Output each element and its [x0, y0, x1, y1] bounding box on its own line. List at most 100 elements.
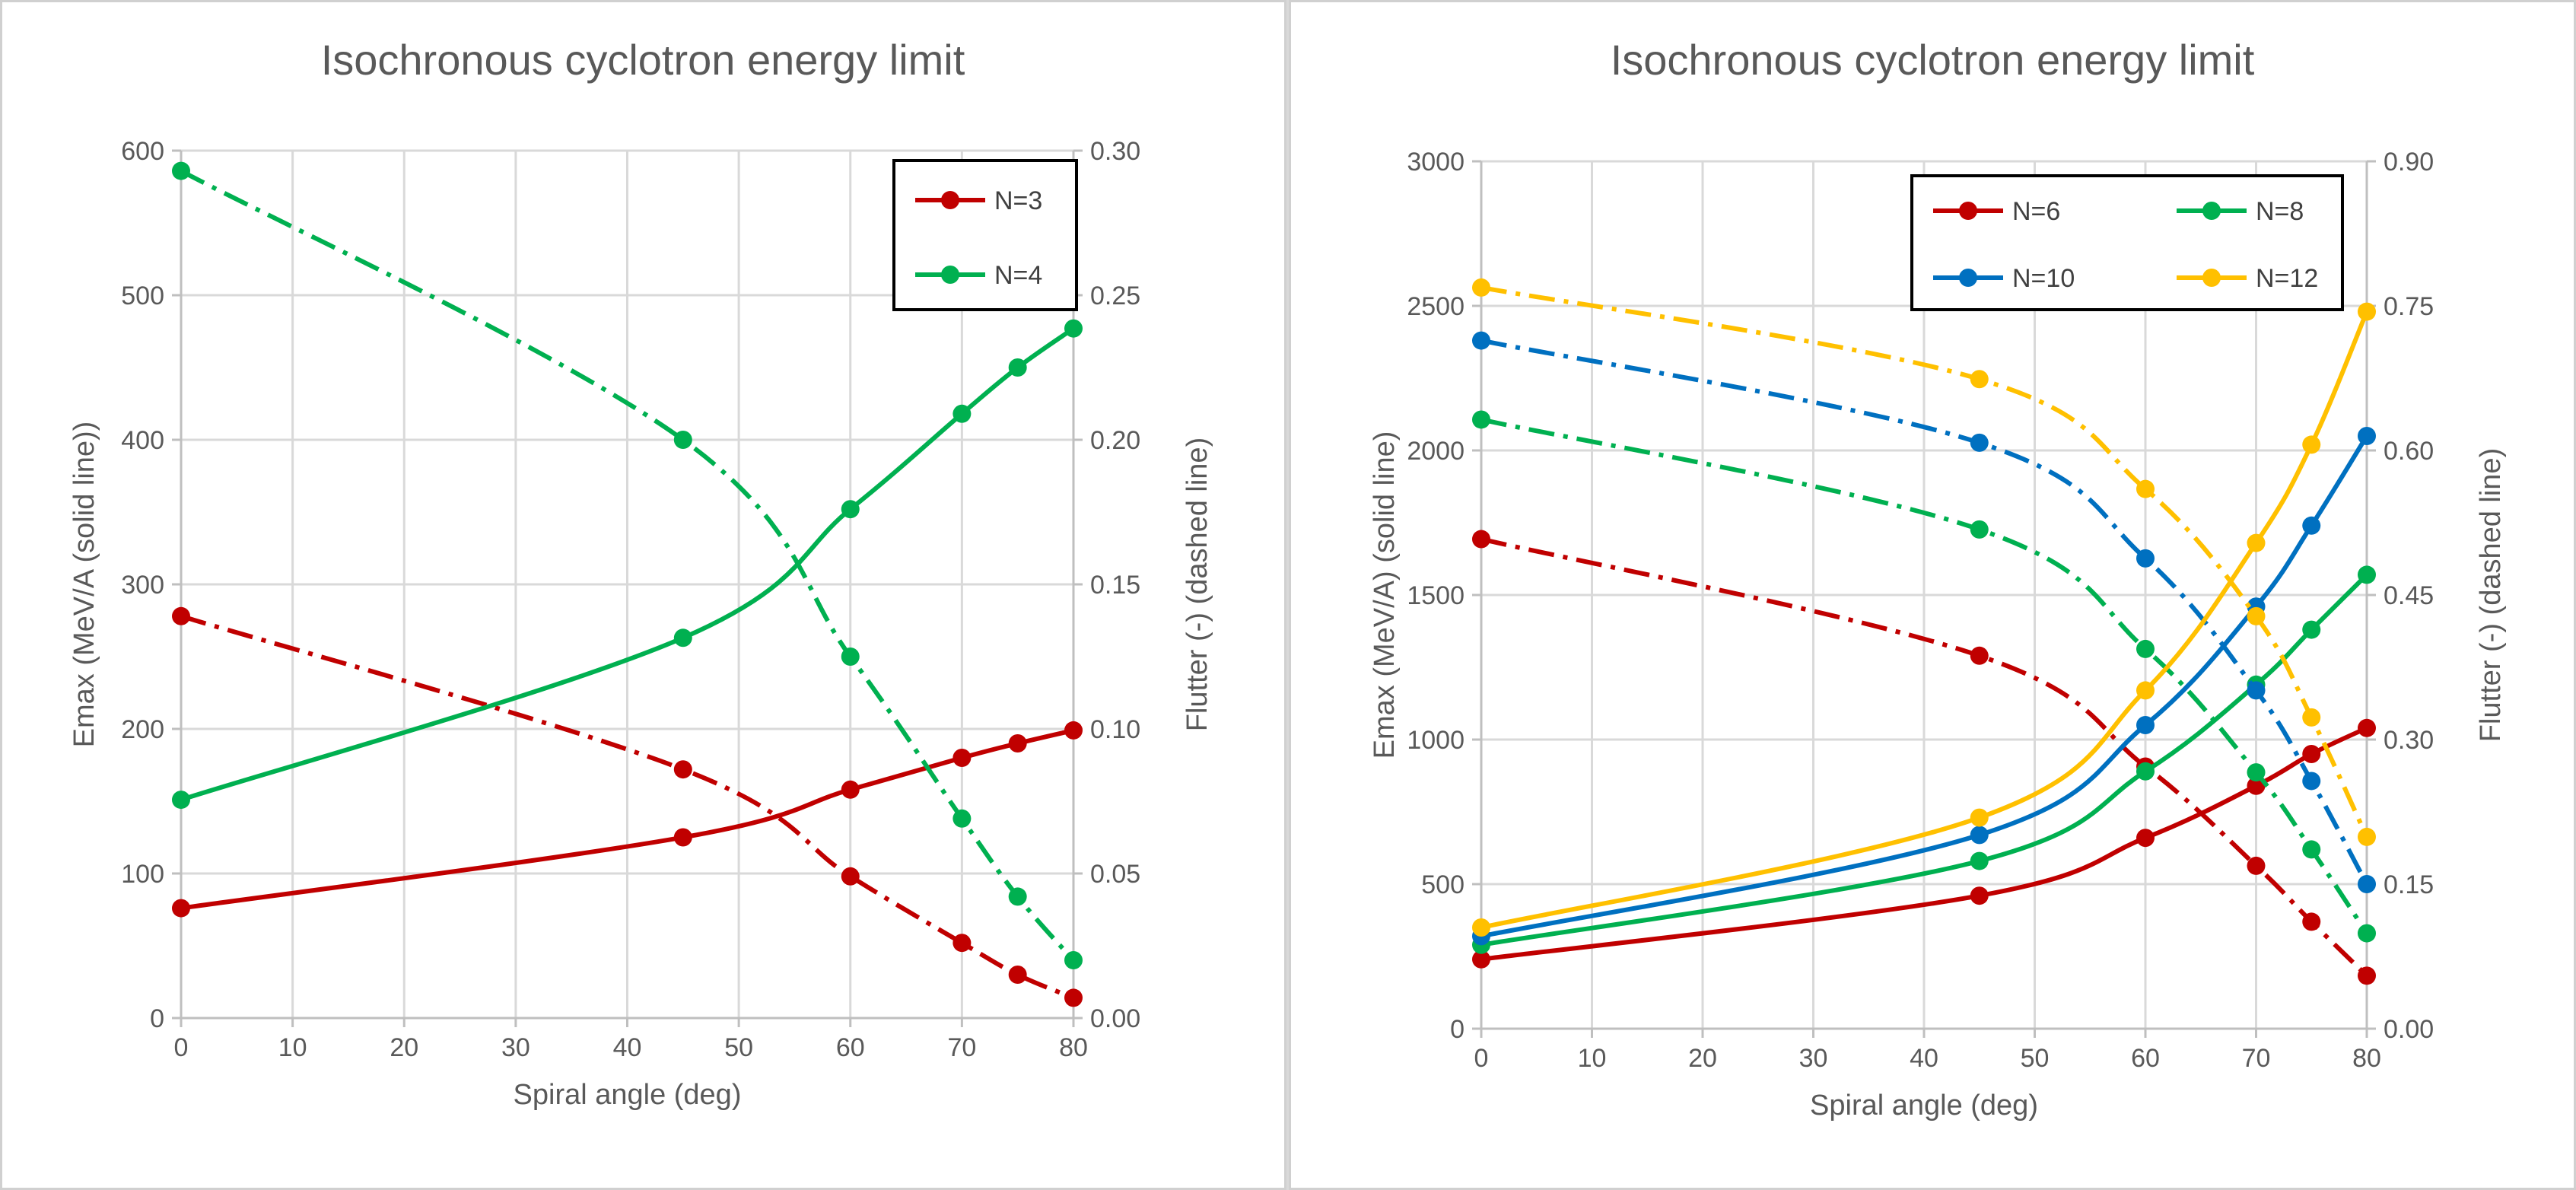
data-point-emax — [172, 791, 190, 810]
chart-panel-left: Isochronous cyclotron energy limit 0 10 20 3… — [0, 0, 1286, 1190]
y-tick-label: 1500 — [1407, 581, 1465, 610]
data-point-emax — [1472, 918, 1490, 937]
data-point-flutter — [2302, 840, 2321, 859]
data-point-flutter — [1008, 887, 1027, 906]
data-point-emax — [2302, 516, 2321, 535]
chart-left: Isochronous cyclotron energy limit 0 10 20 3… — [68, 36, 1213, 1111]
legend-label: N=12 — [2256, 264, 2318, 293]
data-point-flutter — [1472, 331, 1490, 350]
data-point-flutter — [2247, 681, 2266, 700]
data-point-flutter — [2358, 827, 2376, 846]
data-point-flutter — [841, 648, 860, 666]
data-point-flutter — [1970, 433, 1989, 452]
legend-label: N=6 — [2012, 197, 2060, 226]
series-line-flutter — [180, 168, 1076, 962]
y2-tick-label: 0.45 — [2384, 581, 2434, 610]
x-tick-label: 0 — [1474, 1044, 1489, 1073]
data-point-flutter — [2302, 708, 2321, 727]
data-point-emax — [1970, 886, 1989, 905]
y2-tick-label: 0.10 — [1090, 715, 1140, 744]
legend-label: N=4 — [994, 261, 1042, 290]
data-point-emax — [1970, 851, 1989, 870]
data-point-flutter — [2302, 912, 2321, 931]
data-point-emax — [2302, 620, 2321, 639]
y-tick-label: 500 — [121, 282, 164, 310]
legend-box — [1910, 174, 2344, 311]
data-point-flutter — [2302, 772, 2321, 791]
y2-tick-label: 0.75 — [2384, 292, 2434, 321]
y-tick-label: 300 — [121, 571, 164, 600]
y2-tick-label: 0.20 — [1090, 426, 1140, 455]
chart-panel-right: Isochronous cyclotron energy limit 0 10 20 3… — [1289, 0, 2576, 1190]
data-point-flutter — [1008, 966, 1027, 984]
data-point-flutter — [2247, 856, 2266, 875]
x-tick-label: 50 — [724, 1033, 753, 1062]
data-point-flutter — [2358, 966, 2376, 985]
legend-marker — [941, 266, 959, 284]
y-tick-label: 2000 — [1407, 437, 1465, 466]
data-point-flutter — [1064, 988, 1083, 1007]
y-axis-title: Emax (MeV/A (solid line)) — [68, 422, 100, 748]
x-tick-label: 30 — [501, 1033, 530, 1062]
data-point-emax — [2302, 745, 2321, 763]
legend-marker — [2202, 269, 2221, 287]
data-point-flutter — [2358, 875, 2376, 893]
x-axis-title: Spiral angle (deg) — [1810, 1090, 2038, 1122]
x-tick-label: 70 — [947, 1033, 976, 1062]
y2-tick-label: 0.25 — [1090, 282, 1140, 310]
data-point-emax — [1064, 721, 1083, 740]
y2-tick-label: 0.05 — [1090, 860, 1140, 889]
data-point-emax — [1008, 734, 1027, 752]
y-tick-label: 200 — [121, 715, 164, 744]
legend-label: N=8 — [2256, 197, 2304, 226]
data-point-flutter — [1472, 278, 1490, 297]
data-point-flutter — [2358, 924, 2376, 943]
data-point-emax — [841, 500, 860, 519]
data-point-emax — [172, 899, 190, 918]
legend-marker — [2202, 202, 2221, 220]
y2-tick-label: 0.00 — [1090, 1004, 1140, 1033]
data-point-emax — [2302, 435, 2321, 454]
y2-tick-label: 0.00 — [2384, 1015, 2434, 1044]
data-point-flutter — [172, 606, 190, 625]
data-point-emax — [2247, 533, 2266, 552]
data-point-flutter — [1472, 530, 1490, 549]
x-tick-label: 80 — [2352, 1044, 2381, 1073]
data-point-flutter — [172, 161, 190, 180]
y2-tick-label: 0.90 — [2384, 148, 2434, 177]
data-point-flutter — [2247, 763, 2266, 782]
series-line-emax — [180, 326, 1075, 802]
x-tick-label: 60 — [2131, 1044, 2160, 1073]
x-tick-label: 10 — [278, 1033, 307, 1062]
series-line-flutter — [180, 613, 1075, 1001]
x-tick-label: 20 — [1688, 1044, 1717, 1073]
data-point-flutter — [2136, 549, 2155, 568]
x-tick-label: 20 — [390, 1033, 418, 1062]
y-tick-label: 3000 — [1407, 148, 1465, 177]
legend-label: N=10 — [2012, 264, 2075, 293]
data-point-emax — [2358, 427, 2376, 445]
x-tick-label: 10 — [1578, 1044, 1607, 1073]
y-tick-label: 0 — [150, 1004, 164, 1033]
y-tick-label: 100 — [121, 860, 164, 889]
data-point-emax — [673, 828, 692, 847]
data-point-emax — [2136, 716, 2155, 734]
x-tick-label: 40 — [1910, 1044, 1938, 1073]
data-point-flutter — [1970, 520, 1989, 539]
data-point-emax — [841, 780, 860, 799]
data-point-flutter — [2136, 479, 2155, 498]
series-line-emax — [180, 727, 1074, 911]
x-tick-label: 30 — [1799, 1044, 1828, 1073]
data-point-emax — [2136, 762, 2155, 781]
data-point-flutter — [952, 934, 972, 953]
data-point-emax — [2358, 302, 2376, 321]
x-tick-label: 80 — [1059, 1033, 1088, 1062]
x-tick-label: 60 — [836, 1033, 865, 1062]
data-point-emax — [2358, 565, 2376, 584]
y-tick-label: 0 — [1450, 1015, 1465, 1044]
data-point-emax — [1970, 826, 1989, 845]
y2-tick-label: 0.30 — [1090, 137, 1140, 166]
data-point-flutter — [1970, 370, 1989, 389]
data-point-emax — [2358, 718, 2376, 737]
y-tick-label: 400 — [121, 426, 164, 455]
